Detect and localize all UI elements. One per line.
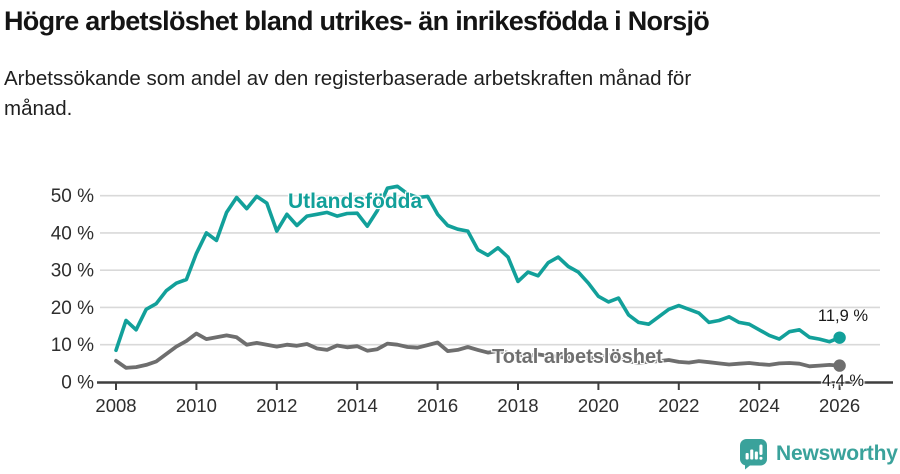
x-tick-label-2026: 2026 bbox=[819, 395, 860, 416]
y-tick-label-30: 30 % bbox=[51, 261, 94, 282]
x-tick-label-2022: 2022 bbox=[658, 395, 699, 416]
x-tick-label-2012: 2012 bbox=[256, 395, 297, 416]
series-label-utlandsfodda: Utlandsfödda bbox=[288, 190, 423, 213]
x-tick-label-2020: 2020 bbox=[578, 395, 619, 416]
x-tick-label-2016: 2016 bbox=[417, 395, 458, 416]
y-tick-label-20: 20 % bbox=[51, 298, 94, 319]
x-tick-label-2024: 2024 bbox=[739, 395, 780, 416]
x-tick-label-2018: 2018 bbox=[497, 395, 538, 416]
newsworthy-wordmark: Newsworthy bbox=[776, 442, 898, 465]
series-label-total-arbetsloshet: Total arbetslöshet bbox=[492, 346, 663, 368]
x-tick-label-2010: 2010 bbox=[176, 395, 217, 416]
x-tick-label-2008: 2008 bbox=[95, 395, 136, 416]
y-tick-label-40: 40 % bbox=[51, 223, 94, 244]
newsworthy-icon bbox=[740, 439, 767, 470]
end-dot-1 bbox=[833, 359, 846, 372]
end-value-total: 4,4 % bbox=[821, 372, 865, 390]
end-dot-0 bbox=[833, 331, 846, 344]
y-tick-label-50: 50 % bbox=[51, 186, 94, 207]
newsworthy-logo: Newsworthy bbox=[739, 438, 898, 470]
y-tick-label-0: 0 % bbox=[61, 373, 94, 394]
series-line-1 bbox=[114, 331, 842, 370]
page-title: Högre arbetslöshet bland utrikes- än inr… bbox=[4, 6, 710, 36]
x-tick-label-2014: 2014 bbox=[337, 395, 378, 416]
chart-subtitle: Arbetssökande som andel av den registerb… bbox=[4, 67, 692, 120]
y-tick-label-10: 10 % bbox=[51, 335, 94, 356]
series-line-0 bbox=[114, 184, 842, 353]
end-value-utlandsfodda: 11,9 % bbox=[817, 307, 869, 325]
